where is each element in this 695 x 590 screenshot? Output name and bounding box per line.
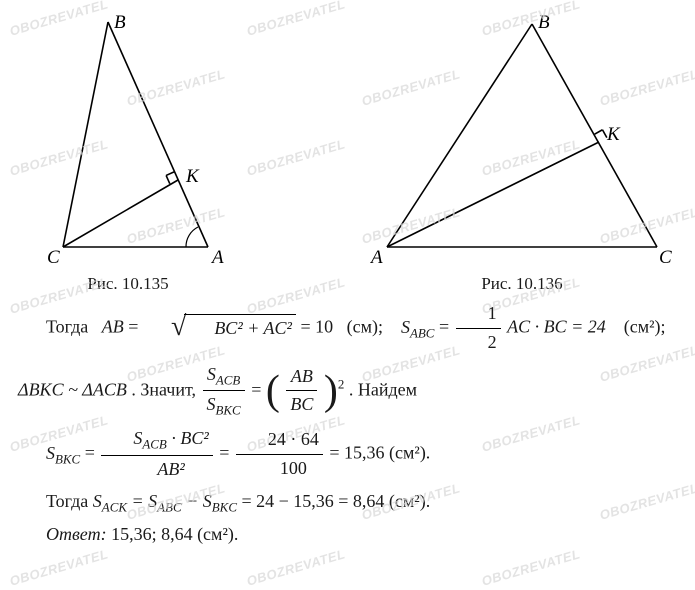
svg-text:A: A xyxy=(369,247,383,268)
svg-text:A: A xyxy=(210,247,224,268)
line-3: SBKC = SACB · BC² AB² = 24 · 64 100 = 15… xyxy=(18,425,677,484)
solution-text: Тогда AB = √ BC² + AC² = 10 (см); SABC =… xyxy=(18,300,677,549)
line-4: Тогда SACK = SABC − SBKC = 24 − 15,36 = … xyxy=(18,488,677,518)
sbkc-numeric: 24 · 64 100 xyxy=(236,426,323,483)
line-2: ΔBKС ~ ΔAСB . Значит, SACB SBKC = ( AB B… xyxy=(18,361,677,421)
sqrt-expr: √ BC² + AC² xyxy=(143,314,296,343)
triangle-bca-diagram: B C A K xyxy=(18,12,238,272)
ab-var: AB xyxy=(102,317,124,337)
svg-text:K: K xyxy=(606,124,621,145)
line-1: Тогда AB = √ BC² + AC² = 10 (см); SABC =… xyxy=(18,300,677,357)
figure-10-136: B A C K Рис. 10.136 xyxy=(367,12,677,294)
half-frac: 1 2 xyxy=(456,300,501,357)
ratio-areas: SACB SBKC xyxy=(203,361,245,421)
svg-text:K: K xyxy=(185,166,200,187)
answer-label: Ответ: xyxy=(46,524,107,544)
fig2-caption: Рис. 10.136 xyxy=(367,274,677,294)
svg-text:C: C xyxy=(47,247,60,268)
triangle-abc-diagram: B A C K xyxy=(367,12,677,272)
answer-value: 15,36; 8,64 (см²). xyxy=(111,524,238,544)
svg-text:B: B xyxy=(114,12,126,33)
answer-line: Ответ: 15,36; 8,64 (см²). xyxy=(18,521,677,549)
figure-10-135: B C A K Рис. 10.135 xyxy=(18,12,238,294)
svg-text:C: C xyxy=(659,247,672,268)
sbkc-formula: SACB · BC² AB² xyxy=(101,425,212,484)
fig1-caption: Рис. 10.135 xyxy=(18,274,238,294)
ratio-sides: AB BC xyxy=(286,363,317,420)
togda-word: Тогда xyxy=(46,317,88,337)
svg-text:B: B xyxy=(538,12,550,33)
